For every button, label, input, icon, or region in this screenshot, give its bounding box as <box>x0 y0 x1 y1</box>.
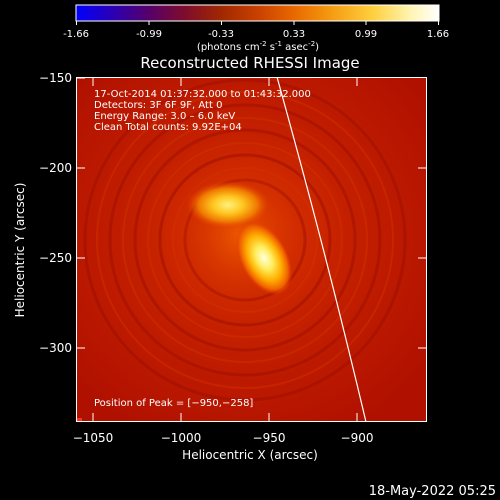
peak-position: Position of Peak = [−950,−258] <box>94 398 253 409</box>
x-axis-ticks <box>92 78 358 421</box>
x-axis-label: Heliocentric X (arcsec) <box>182 448 318 462</box>
footer-date: 18-May-2022 05:25 <box>369 484 496 499</box>
colorbar-ticks <box>76 21 439 25</box>
rhessi-image <box>76 77 427 422</box>
solar-limb-line <box>276 77 367 422</box>
y-tick-label: −250 <box>39 251 72 265</box>
colorbar-tick-labels: -1.66 -0.99 -0.33 0.33 0.99 1.66 <box>63 29 449 40</box>
observation-info: 17-Oct-2014 01:37:32.000 to 01:43:32.000… <box>94 89 311 133</box>
info-total-counts: Clean Total counts: 9.92E+04 <box>94 122 242 133</box>
y-axis-label: Heliocentric Y (arcsec) <box>13 183 27 318</box>
colorbar-units: (photons cm-2 s-1 asec-2) <box>197 40 319 53</box>
y-tick-labels: −150 −200 −250 −300 <box>39 71 72 355</box>
y-tick-label: −150 <box>39 71 72 85</box>
y-tick-label: −200 <box>39 161 72 175</box>
colorbar <box>75 4 440 22</box>
x-tick-label: −950 <box>253 431 286 445</box>
colorbar-tick-label: 0.33 <box>283 29 305 40</box>
colorbar-tick-label: -1.66 <box>63 29 89 40</box>
x-tick-label: −900 <box>341 431 374 445</box>
upper-source <box>186 181 270 229</box>
colorbar-tick-label: -0.33 <box>208 29 234 40</box>
info-time-range: 17-Oct-2014 01:37:32.000 to 01:43:32.000 <box>94 89 311 100</box>
x-tick-label: −1000 <box>161 431 202 445</box>
main-source <box>235 220 293 296</box>
plot-frame <box>76 77 427 422</box>
y-axis-ticks <box>77 77 426 349</box>
plot-title: Reconstructed RHESSI Image <box>140 54 359 72</box>
x-tick-label: −1050 <box>73 431 114 445</box>
info-energy-range: Energy Range: 3.0 – 6.0 keV <box>94 111 235 122</box>
info-detectors: Detectors: 3F 6F 9F, Att 0 <box>94 100 222 111</box>
colorbar-tick-label: 0.99 <box>355 29 377 40</box>
colorbar-tick-label: -0.99 <box>136 29 162 40</box>
x-tick-labels: −1050 −1000 −950 −900 <box>73 431 374 445</box>
colorbar-tick-label: 1.66 <box>427 29 449 40</box>
y-tick-label: −300 <box>39 341 72 355</box>
